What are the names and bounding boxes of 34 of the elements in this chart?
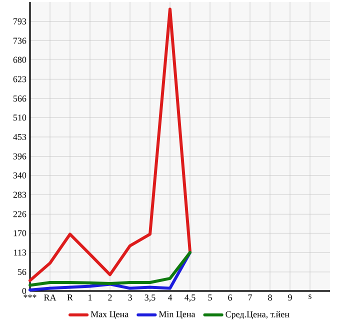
y-tick-label: 793 xyxy=(14,18,26,24)
y-tick-label: 56 xyxy=(18,268,26,275)
y-tick-label: 283 xyxy=(13,192,26,198)
y-tick-label: 396 xyxy=(13,153,26,160)
y-tick-label: 0 xyxy=(22,288,26,294)
y-tick-label: 680 xyxy=(13,56,26,63)
x-tick-label: 5 xyxy=(208,294,212,301)
x-tick-label: 8 xyxy=(268,294,272,301)
x-tick-label: 2 xyxy=(108,294,112,300)
x-tick-label: *** xyxy=(24,294,36,298)
legend-label: Min Цена xyxy=(158,311,196,320)
x-tick-label: 3,5 xyxy=(144,294,156,302)
legend-label: Max Цена xyxy=(90,311,129,320)
y-tick-label: 623 xyxy=(13,76,26,82)
y-tick-label: 566 xyxy=(13,96,26,102)
x-tick-label: R xyxy=(67,294,73,300)
y-tick-label: 340 xyxy=(13,172,26,178)
x-tick-label: s xyxy=(308,294,312,299)
x-tick-label: 1 xyxy=(88,294,92,300)
y-tick-label: 510 xyxy=(13,114,26,121)
y-tick-label: 113 xyxy=(14,250,26,256)
line-series xyxy=(28,8,192,282)
legend-label: Сред.Цена, т.йен xyxy=(226,311,290,320)
y-tick-label: 226 xyxy=(13,211,26,218)
x-tick-label: 4 xyxy=(168,294,172,300)
x-tick-label: 6 xyxy=(228,294,232,301)
x-tick-label: 3 xyxy=(128,294,132,301)
x-tick-label: 7 xyxy=(248,294,252,300)
y-tick-label: 736 xyxy=(14,38,26,44)
x-tick-label: 4,5 xyxy=(184,294,196,302)
x-tick-label: RA xyxy=(44,294,56,300)
y-tick-label: 453 xyxy=(13,134,26,140)
y-tick-label: 170 xyxy=(14,230,26,236)
x-tick-label: 9 xyxy=(288,294,292,301)
